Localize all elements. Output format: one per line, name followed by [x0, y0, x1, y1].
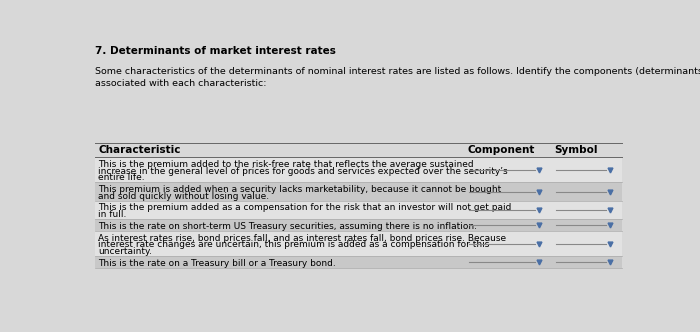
- Bar: [95, 143, 622, 157]
- Text: Characteristic: Characteristic: [98, 145, 181, 155]
- Text: As interest rates rise, bond prices fall, and as interest rates fall, bond price: As interest rates rise, bond prices fall…: [98, 234, 507, 243]
- Text: entire life.: entire life.: [98, 173, 145, 182]
- Bar: [95, 183, 622, 201]
- Text: Component: Component: [468, 145, 536, 155]
- Text: This is the rate on a Treasury bill or a Treasury bond.: This is the rate on a Treasury bill or a…: [98, 259, 336, 268]
- Text: Symbol: Symbol: [554, 145, 598, 155]
- Text: increase in the general level of prices for goods and services expected over the: increase in the general level of prices …: [98, 167, 508, 176]
- Text: 7. Determinants of market interest rates: 7. Determinants of market interest rates: [95, 46, 336, 56]
- Text: This is the premium added as a compensation for the risk that an investor will n: This is the premium added as a compensat…: [98, 204, 512, 212]
- Text: Some characteristics of the determinants of nominal interest rates are listed as: Some characteristics of the determinants…: [95, 67, 700, 88]
- Bar: [95, 256, 622, 268]
- Text: interest rate changes are uncertain, this premium is added as a compensation for: interest rate changes are uncertain, thi…: [98, 240, 490, 249]
- Text: This is the premium added to the risk-free rate that reflects the average sustai: This is the premium added to the risk-fr…: [98, 160, 474, 169]
- Bar: [95, 201, 622, 219]
- Text: in full.: in full.: [98, 210, 127, 219]
- Text: This premium is added when a security lacks marketability, because it cannot be : This premium is added when a security la…: [98, 185, 502, 194]
- Text: This is the rate on short-term US Treasury securities, assuming there is no infl: This is the rate on short-term US Treasu…: [98, 222, 477, 231]
- Bar: [95, 157, 622, 183]
- Text: uncertainty.: uncertainty.: [98, 247, 153, 256]
- Bar: [95, 219, 622, 231]
- Text: and sold quickly without losing value.: and sold quickly without losing value.: [98, 192, 270, 201]
- Bar: [95, 231, 622, 256]
